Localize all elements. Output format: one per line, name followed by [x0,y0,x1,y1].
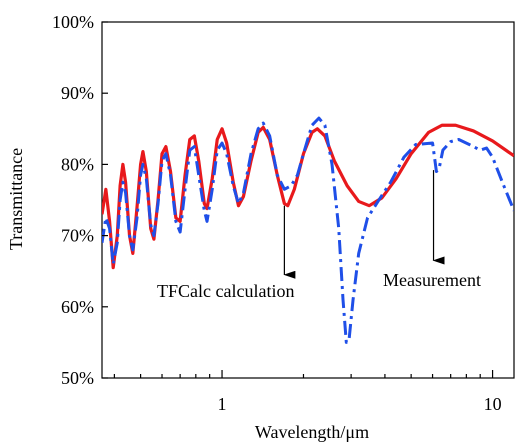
annotation-layer: TFCalc calculation Measurement [157,170,481,301]
plot-frame [101,21,515,379]
y-tick-label: 80% [61,154,94,174]
series-layer [102,116,514,344]
measurement-annotation-label: Measurement [383,270,481,290]
x-tick-label: 1 [218,394,227,414]
y-tick-label: 70% [61,226,94,246]
plot-area [101,21,515,379]
y-tick-label: 50% [61,368,94,388]
y-tick-label: 90% [61,83,94,103]
axes-layer: 50% 60% 70% 80% 90% 100% 1 10 [52,12,502,414]
x-axis-label: Wavelength/μm [255,422,369,442]
x-tick-label: 10 [484,394,502,414]
series-line-calculation [102,123,514,270]
y-tick-label: 60% [61,297,94,317]
y-tick-label: 100% [52,12,94,32]
y-axis-label: Transmittance [6,148,26,250]
calculation-annotation-label: TFCalc calculation [157,281,294,301]
series-line-measurement [102,116,514,344]
